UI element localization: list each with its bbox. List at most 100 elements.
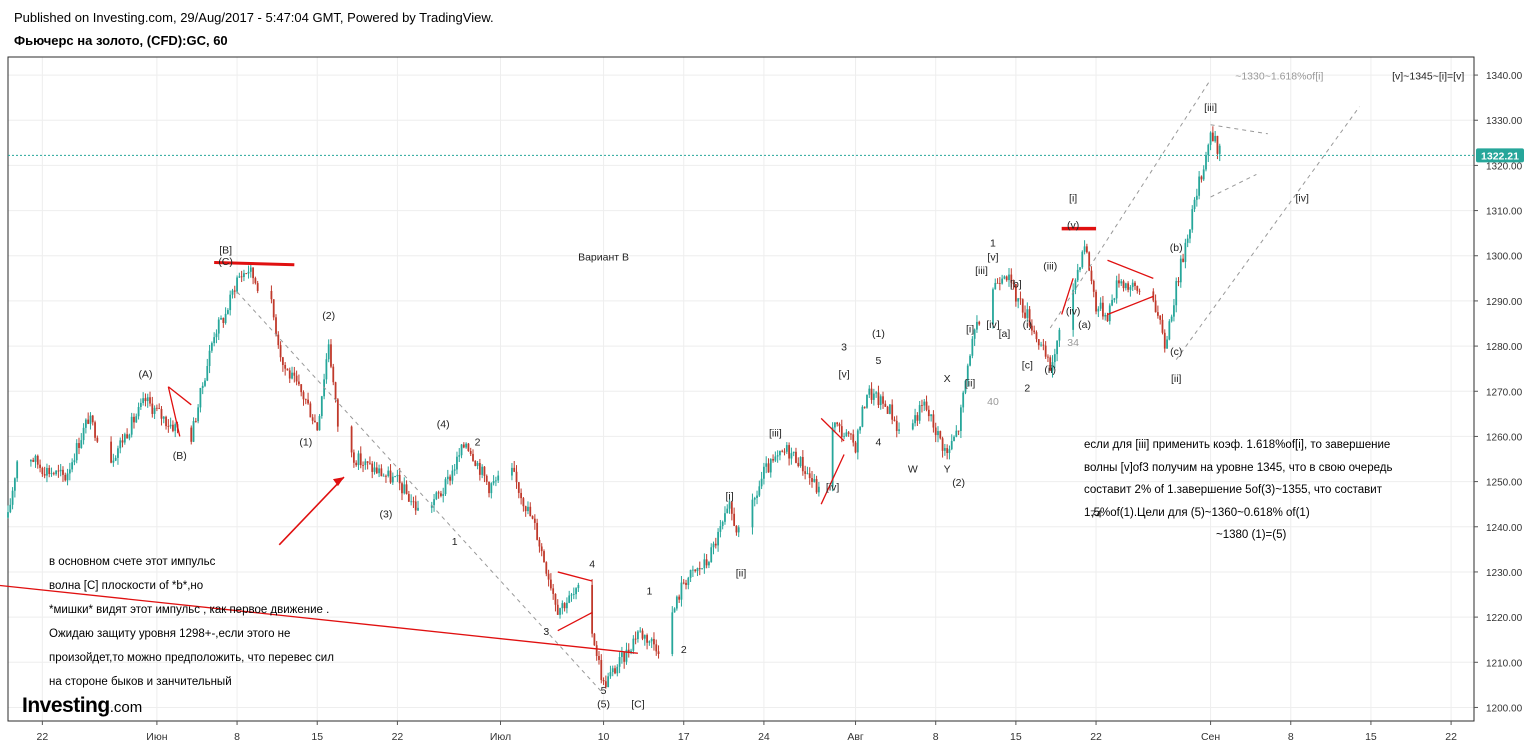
candle-body	[1104, 314, 1107, 317]
candle-body	[634, 638, 637, 640]
candle-body	[48, 467, 51, 475]
candle-body	[614, 668, 616, 674]
candle-body	[1076, 269, 1079, 281]
candle-body	[756, 495, 758, 498]
candle-body	[875, 392, 878, 394]
candle-body	[50, 473, 53, 475]
wave-label: W	[908, 464, 918, 476]
candle-body	[799, 456, 802, 467]
candle-body	[249, 267, 252, 272]
candle-body	[870, 388, 873, 400]
triangle-line	[1107, 295, 1154, 316]
y-tick-label: 1310.00	[1486, 207, 1523, 218]
candle-body	[637, 631, 639, 640]
candle-body	[62, 469, 64, 475]
candle-body	[252, 267, 254, 279]
candle-body	[245, 273, 248, 275]
candle-body	[236, 277, 238, 292]
candle-body	[1161, 319, 1164, 333]
x-tick-label: 10	[598, 731, 610, 743]
candle-body	[751, 499, 754, 528]
candle-body	[950, 440, 953, 450]
candle-body	[1056, 340, 1059, 355]
candle-body	[776, 455, 779, 457]
candle-body	[64, 474, 67, 481]
x-tick-label: Июл	[490, 731, 511, 743]
candle-body	[657, 651, 660, 655]
candle-body	[412, 501, 415, 503]
candle-body	[1127, 283, 1130, 290]
candle-body	[1012, 282, 1015, 285]
candle-body	[149, 397, 151, 404]
y-tick-label: 1280.00	[1486, 342, 1523, 353]
wave-label: Вариант B	[578, 251, 629, 263]
candle-body	[1085, 246, 1088, 253]
candle-body	[281, 357, 284, 366]
candle-body	[1081, 251, 1084, 268]
candle-body	[1216, 135, 1219, 154]
plot-frame	[7, 56, 1475, 722]
candle-body	[856, 430, 859, 453]
candle-body	[801, 456, 804, 472]
candle-body	[1202, 169, 1205, 180]
y-tick-label: 1240.00	[1486, 523, 1523, 534]
candle-body	[350, 426, 353, 453]
candle-body	[497, 475, 500, 481]
candle-body	[128, 434, 131, 439]
candle-body	[616, 666, 619, 674]
candle-body	[703, 559, 706, 569]
candle-body	[84, 419, 87, 428]
candle-body	[227, 310, 229, 314]
candle-body	[733, 513, 736, 526]
candle-body	[730, 502, 733, 514]
wave-label: [iv]	[826, 482, 840, 494]
candle-body	[888, 404, 891, 414]
candle-body	[561, 603, 564, 609]
candle-body	[520, 492, 522, 499]
candle-body	[172, 424, 174, 431]
candle-body	[540, 546, 543, 552]
candle-body	[320, 396, 323, 417]
candle-body	[854, 442, 857, 453]
candle-body	[1106, 314, 1109, 322]
candle-body	[462, 444, 465, 448]
candle-body	[1168, 321, 1171, 340]
investing-logo: Investing.com	[22, 694, 142, 718]
candle-body	[440, 493, 442, 496]
candle-body	[556, 604, 559, 615]
x-tick-label: 8	[933, 731, 939, 743]
candle-body	[552, 588, 555, 594]
candle-body	[1122, 281, 1125, 289]
candle-body	[650, 638, 653, 642]
candle-body	[210, 343, 213, 351]
candle-body	[478, 462, 481, 475]
candle-body	[1040, 344, 1042, 346]
candle-body	[840, 426, 843, 438]
candle-body	[467, 443, 470, 452]
candle-body	[781, 450, 784, 452]
candle-body	[1058, 329, 1061, 341]
candle-body	[850, 433, 852, 435]
candle-body	[1211, 132, 1214, 142]
candle-body	[1099, 302, 1102, 309]
candle-body	[1124, 283, 1127, 289]
candle-body	[451, 470, 454, 481]
candle-body	[859, 426, 862, 431]
candle-body	[460, 444, 463, 456]
candle-body	[1218, 145, 1221, 154]
candle-body	[547, 573, 550, 580]
candle-body	[765, 463, 768, 467]
candle-body	[199, 387, 202, 408]
wave-label: (4)	[437, 418, 450, 430]
candle-body	[66, 473, 69, 481]
candle-body	[71, 462, 74, 470]
candle-body	[291, 372, 293, 379]
candle-body	[73, 460, 76, 463]
triangle-line	[820, 454, 845, 505]
candle-body	[639, 630, 642, 632]
candle-body	[465, 443, 468, 448]
channel-lower	[1175, 106, 1360, 360]
candle-body	[930, 414, 933, 417]
candle-body	[332, 366, 335, 383]
